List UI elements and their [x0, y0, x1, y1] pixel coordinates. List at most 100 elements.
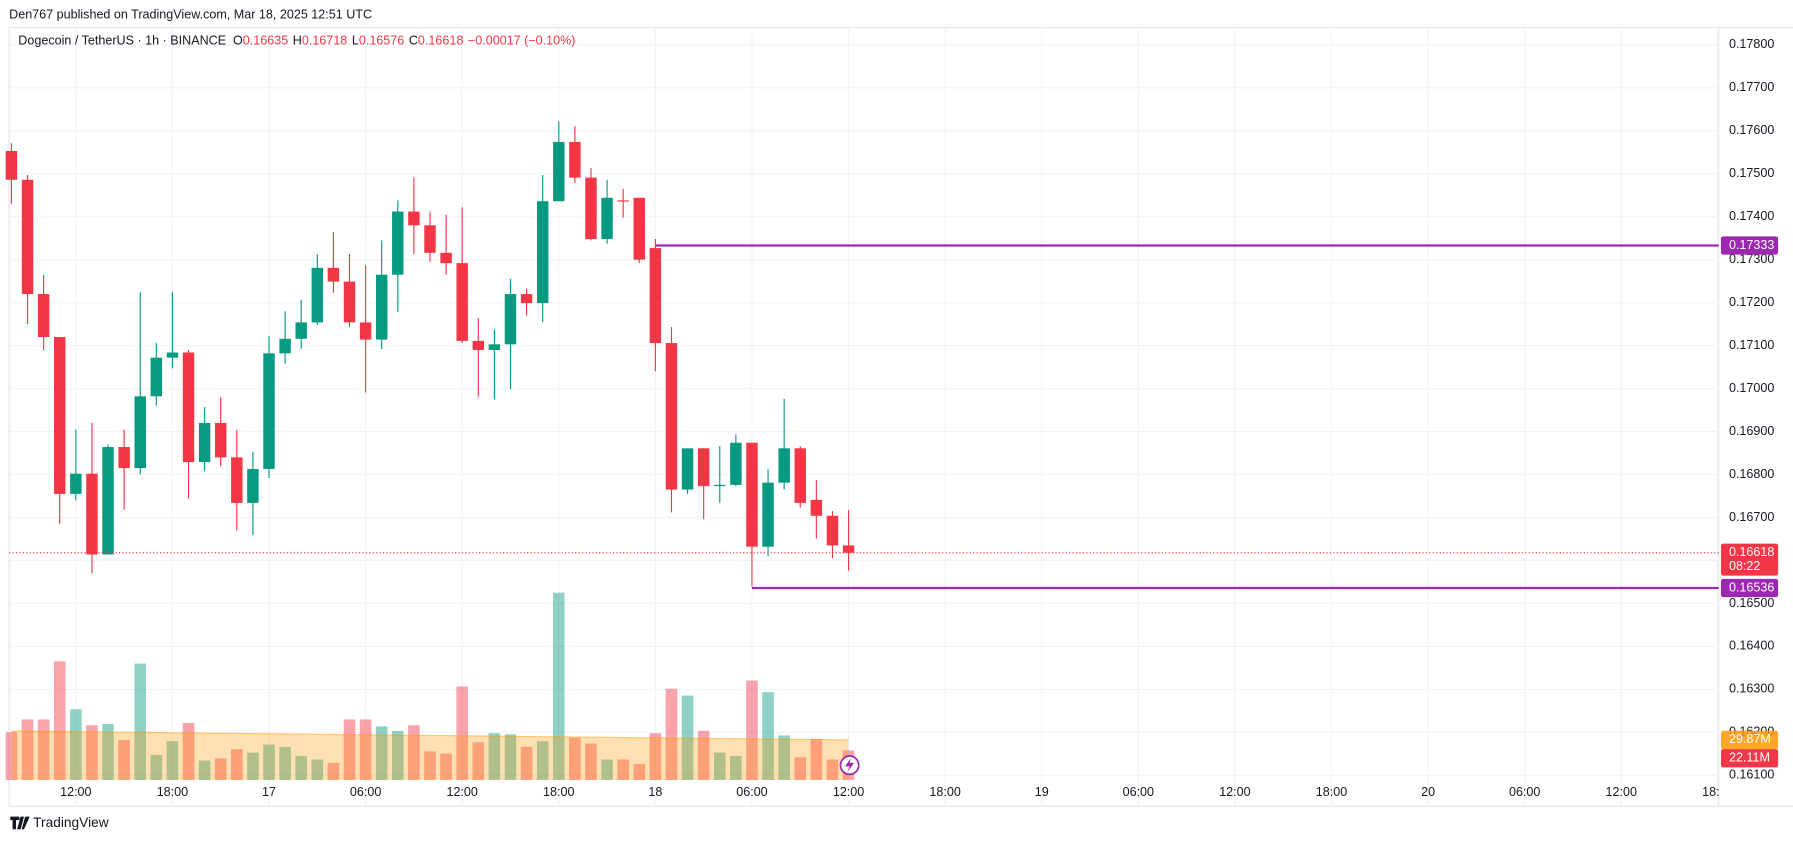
candle-body: [553, 141, 565, 202]
candle-body: [392, 211, 404, 275]
volume-bar: [327, 762, 340, 781]
grid: [9, 27, 1719, 807]
candle-body: [810, 499, 823, 516]
candle-body: [263, 353, 275, 469]
x-tick-label: 18:00: [929, 785, 960, 799]
y-tick-label: 0.16900: [1729, 424, 1774, 438]
ohlc-key: L: [352, 34, 359, 48]
candle-body: [102, 447, 114, 555]
ohlc-key: O: [233, 34, 243, 48]
x-tick-label: 12:00: [60, 785, 91, 799]
y-tick-label: 0.17200: [1729, 295, 1774, 309]
volume-bar: [697, 730, 710, 781]
x-tick-label: 06:00: [1509, 785, 1540, 799]
x-tick-label: 18:00: [1702, 785, 1733, 799]
alert-icon: [839, 755, 860, 776]
x-tick-label: 19: [1035, 785, 1049, 799]
volume-bar: [810, 738, 823, 781]
y-tick-label: 0.17100: [1729, 338, 1774, 352]
volume-bar: [569, 737, 581, 781]
ohlc-value: 0.16718: [302, 34, 347, 48]
volume-bar: [520, 746, 533, 781]
volume-bar: [279, 746, 291, 781]
volume-bar: [247, 752, 259, 781]
volume-bar: [424, 751, 436, 781]
x-tick-label: 12:00: [1606, 785, 1637, 799]
legend: Dogecoin / TetherUS · 1h · BINANCE O0.166…: [18, 34, 575, 48]
candle-body: [118, 447, 130, 469]
x-tick-label: 18:00: [157, 785, 188, 799]
candle-body: [697, 448, 710, 487]
candle-body: [520, 294, 533, 304]
logo: TradingView: [10, 815, 109, 830]
level-label: 0.16536: [1729, 580, 1774, 594]
candle-body: [359, 322, 372, 340]
volume-bar: [488, 733, 501, 781]
candle-body: [585, 177, 597, 240]
candle-body: [86, 473, 98, 555]
volume-bar: [585, 743, 597, 781]
x-tick-label: 06:00: [350, 785, 381, 799]
volume-bar: [70, 709, 82, 781]
ohlc-key: C: [409, 34, 418, 48]
candle-body: [456, 263, 468, 341]
level-tag: [1720, 236, 1779, 255]
volume-bar: [5, 732, 18, 781]
candle-body: [730, 442, 742, 485]
candle-body: [681, 448, 694, 490]
x-tick-label: 12:00: [1219, 785, 1250, 799]
y-tick-label: 0.16300: [1729, 682, 1774, 696]
volume-bar: [295, 756, 307, 781]
candle-body: [37, 294, 50, 338]
candle-body: [714, 484, 726, 487]
ohlc-key: H: [293, 34, 302, 48]
volume-bar: [198, 760, 211, 781]
brand: TradingView: [33, 815, 109, 830]
volume-bar: [375, 726, 388, 781]
candle-body: [343, 281, 356, 323]
volume-bar: [134, 663, 147, 781]
volume-bar: [778, 735, 790, 781]
y-tick-label: 0.16400: [1729, 639, 1774, 653]
candle-body: [488, 344, 501, 350]
volume-bar: [633, 764, 646, 781]
candle-body: [601, 197, 613, 240]
candle-body: [279, 338, 291, 354]
volume-label: 22.11M: [1729, 751, 1770, 765]
candle-body: [778, 448, 790, 483]
x-tick-label: 17: [262, 785, 276, 799]
candle-body: [665, 343, 678, 490]
level-label: 0.17333: [1729, 238, 1774, 252]
candle-body: [762, 482, 774, 547]
candle-body: [536, 201, 549, 304]
volume-bar: [713, 752, 726, 781]
candle-body: [70, 473, 82, 494]
volume-bar: [730, 756, 742, 781]
candle-body: [198, 422, 211, 463]
x-tick-label: 12:00: [833, 785, 864, 799]
x-tick-label: 06:00: [1123, 785, 1154, 799]
countdown: 08:22: [1729, 559, 1760, 573]
volume-pane: [5, 592, 855, 781]
volume-tag: [1720, 749, 1779, 768]
volume-bar: [746, 680, 758, 781]
y-tick-label: 0.17600: [1729, 123, 1774, 137]
last-price-label: 0.16618: [1729, 545, 1774, 559]
x-tick-label: 18: [648, 785, 662, 799]
candle-body: [134, 396, 146, 469]
volume-bar: [343, 719, 356, 781]
volume-bar: [536, 741, 549, 781]
y-tick-label: 0.17400: [1729, 209, 1774, 223]
candle-body: [617, 200, 629, 202]
candle-body: [504, 294, 517, 345]
volume-bar: [649, 733, 662, 781]
candle-body: [569, 141, 581, 178]
volume-ma-line: [11, 730, 849, 741]
volume-bar: [794, 757, 807, 781]
volume-bar: [37, 719, 50, 781]
ohlc-value: 0.16576: [359, 34, 404, 48]
volume-bar: [53, 661, 66, 781]
volume-ma-label: 29.87M: [1729, 732, 1771, 746]
volume-bar: [166, 741, 179, 781]
